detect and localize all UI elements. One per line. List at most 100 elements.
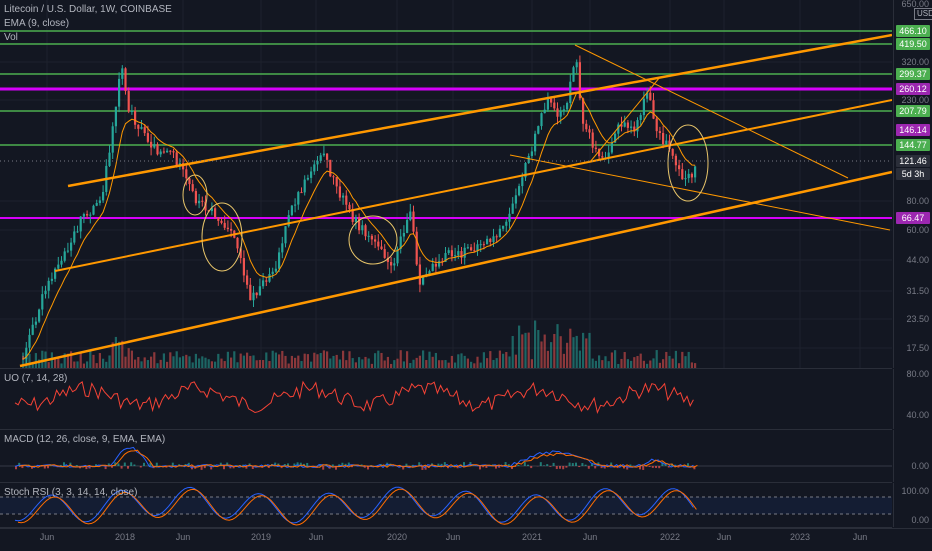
candle-body bbox=[515, 195, 517, 203]
volume-bar bbox=[329, 358, 331, 368]
volume-bar bbox=[496, 358, 498, 368]
price-axis[interactable]: 650.00 320.00 230.00 80.00 60.00 44.00 3… bbox=[893, 0, 932, 368]
macd-legend[interactable]: MACD (12, 26, close, 9, EMA, EMA) bbox=[4, 434, 165, 446]
time-label: 2020 bbox=[387, 532, 407, 542]
stoch-tick: 0.00 bbox=[911, 515, 929, 525]
symbol-legend[interactable]: Litecoin / U.S. Dollar, 1W, COINBASE bbox=[4, 4, 172, 16]
volume-bar bbox=[342, 351, 344, 368]
price-chart-pane[interactable]: Litecoin / U.S. Dollar, 1W, COINBASE EMA… bbox=[0, 0, 892, 369]
stoch-rsi-legend[interactable]: Stoch RSI (3, 3, 14, 14, close) bbox=[4, 487, 137, 499]
volume-bar bbox=[563, 354, 565, 368]
candle-body bbox=[310, 171, 312, 177]
time-label: 2023 bbox=[790, 532, 810, 542]
currency-button[interactable]: USD bbox=[914, 8, 932, 20]
volume-legend[interactable]: Vol bbox=[4, 32, 18, 44]
volume-bar bbox=[364, 357, 366, 368]
candle-body bbox=[102, 192, 104, 200]
candle-body bbox=[108, 153, 110, 166]
volume-bar bbox=[240, 354, 242, 368]
volume-bar bbox=[102, 359, 104, 368]
candle-body bbox=[288, 215, 290, 226]
candle-body bbox=[486, 239, 488, 244]
volume-bar bbox=[684, 356, 686, 368]
macd-axis[interactable]: 0.00 bbox=[893, 430, 932, 482]
price-chart-canvas[interactable] bbox=[0, 0, 892, 368]
candle-body bbox=[364, 225, 366, 236]
volume-bar bbox=[489, 351, 491, 368]
price-tick: 60.00 bbox=[906, 225, 929, 235]
volume-bar bbox=[246, 353, 248, 368]
candle-body bbox=[480, 244, 482, 245]
volume-bar bbox=[166, 362, 168, 368]
candle-body bbox=[611, 143, 613, 153]
volume-bar bbox=[380, 353, 382, 368]
volume-bar bbox=[425, 360, 427, 368]
volume-bar bbox=[176, 351, 178, 368]
volume-bar bbox=[217, 354, 219, 368]
candle-body bbox=[313, 164, 315, 171]
uo-canvas[interactable] bbox=[0, 369, 892, 429]
candle-body bbox=[531, 151, 533, 156]
volume-bar bbox=[80, 353, 82, 368]
candle-body bbox=[153, 144, 155, 147]
volume-bar bbox=[208, 359, 210, 368]
candle-body bbox=[547, 99, 549, 110]
stoch-rsi-pane[interactable]: Stoch RSI (3, 3, 14, 14, close) bbox=[0, 483, 892, 528]
candle-body bbox=[502, 226, 504, 229]
macd-histogram-bar bbox=[156, 463, 158, 466]
volume-bar bbox=[652, 358, 654, 368]
volume-bar bbox=[326, 351, 328, 368]
volume-bar bbox=[118, 342, 120, 368]
uo-pane[interactable]: UO (7, 14, 28) bbox=[0, 369, 892, 430]
candle-body bbox=[505, 222, 507, 226]
volume-bar bbox=[291, 356, 293, 368]
volume-bar bbox=[544, 335, 546, 368]
volume-bar bbox=[275, 353, 277, 368]
candle-body bbox=[297, 192, 299, 204]
macd-histogram-bar bbox=[652, 466, 654, 468]
volume-bar bbox=[371, 364, 373, 368]
volume-bar bbox=[288, 364, 290, 368]
candle-body bbox=[432, 264, 434, 271]
volume-bar bbox=[284, 356, 286, 368]
volume-bar bbox=[419, 356, 421, 368]
candle-body bbox=[96, 203, 98, 206]
candle-body bbox=[281, 243, 283, 252]
volume-bar bbox=[540, 341, 542, 368]
volume-bar bbox=[345, 360, 347, 368]
time-label: Jun bbox=[583, 532, 598, 542]
volume-bar bbox=[60, 363, 62, 368]
candle-body bbox=[112, 126, 114, 152]
macd-histogram-bar bbox=[437, 464, 439, 466]
macd-histogram-bar bbox=[556, 466, 558, 469]
volume-bar bbox=[227, 352, 229, 368]
ema-legend[interactable]: EMA (9, close) bbox=[4, 18, 69, 30]
macd-histogram-bar bbox=[204, 466, 206, 468]
stoch-axis[interactable]: 100.00 0.00 bbox=[893, 483, 932, 527]
uo-legend[interactable]: UO (7, 14, 28) bbox=[4, 373, 67, 385]
candle-body bbox=[73, 231, 75, 242]
volume-bar bbox=[131, 351, 133, 368]
time-label: Jun bbox=[40, 532, 55, 542]
candle-body bbox=[454, 255, 456, 256]
volume-bar bbox=[473, 363, 475, 368]
time-label: 2018 bbox=[115, 532, 135, 542]
macd-histogram-bar bbox=[124, 463, 126, 466]
volume-bar bbox=[182, 356, 184, 368]
macd-histogram-bar bbox=[172, 463, 174, 466]
candle-body bbox=[691, 174, 693, 178]
candle-body bbox=[448, 250, 450, 253]
volume-bar bbox=[531, 359, 533, 368]
volume-bar bbox=[144, 357, 146, 368]
candle-body bbox=[188, 178, 190, 184]
macd-pane[interactable]: MACD (12, 26, close, 9, EMA, EMA) bbox=[0, 430, 892, 483]
uo-axis[interactable]: 80.00 40.00 bbox=[893, 369, 932, 429]
volume-bar bbox=[147, 360, 149, 368]
volume-bar bbox=[409, 363, 411, 368]
volume-bar bbox=[108, 355, 110, 368]
volume-bar bbox=[220, 359, 222, 368]
volume-bar bbox=[192, 362, 194, 368]
candle-body bbox=[470, 247, 472, 250]
volume-bar bbox=[393, 360, 395, 368]
volume-bar bbox=[278, 354, 280, 368]
